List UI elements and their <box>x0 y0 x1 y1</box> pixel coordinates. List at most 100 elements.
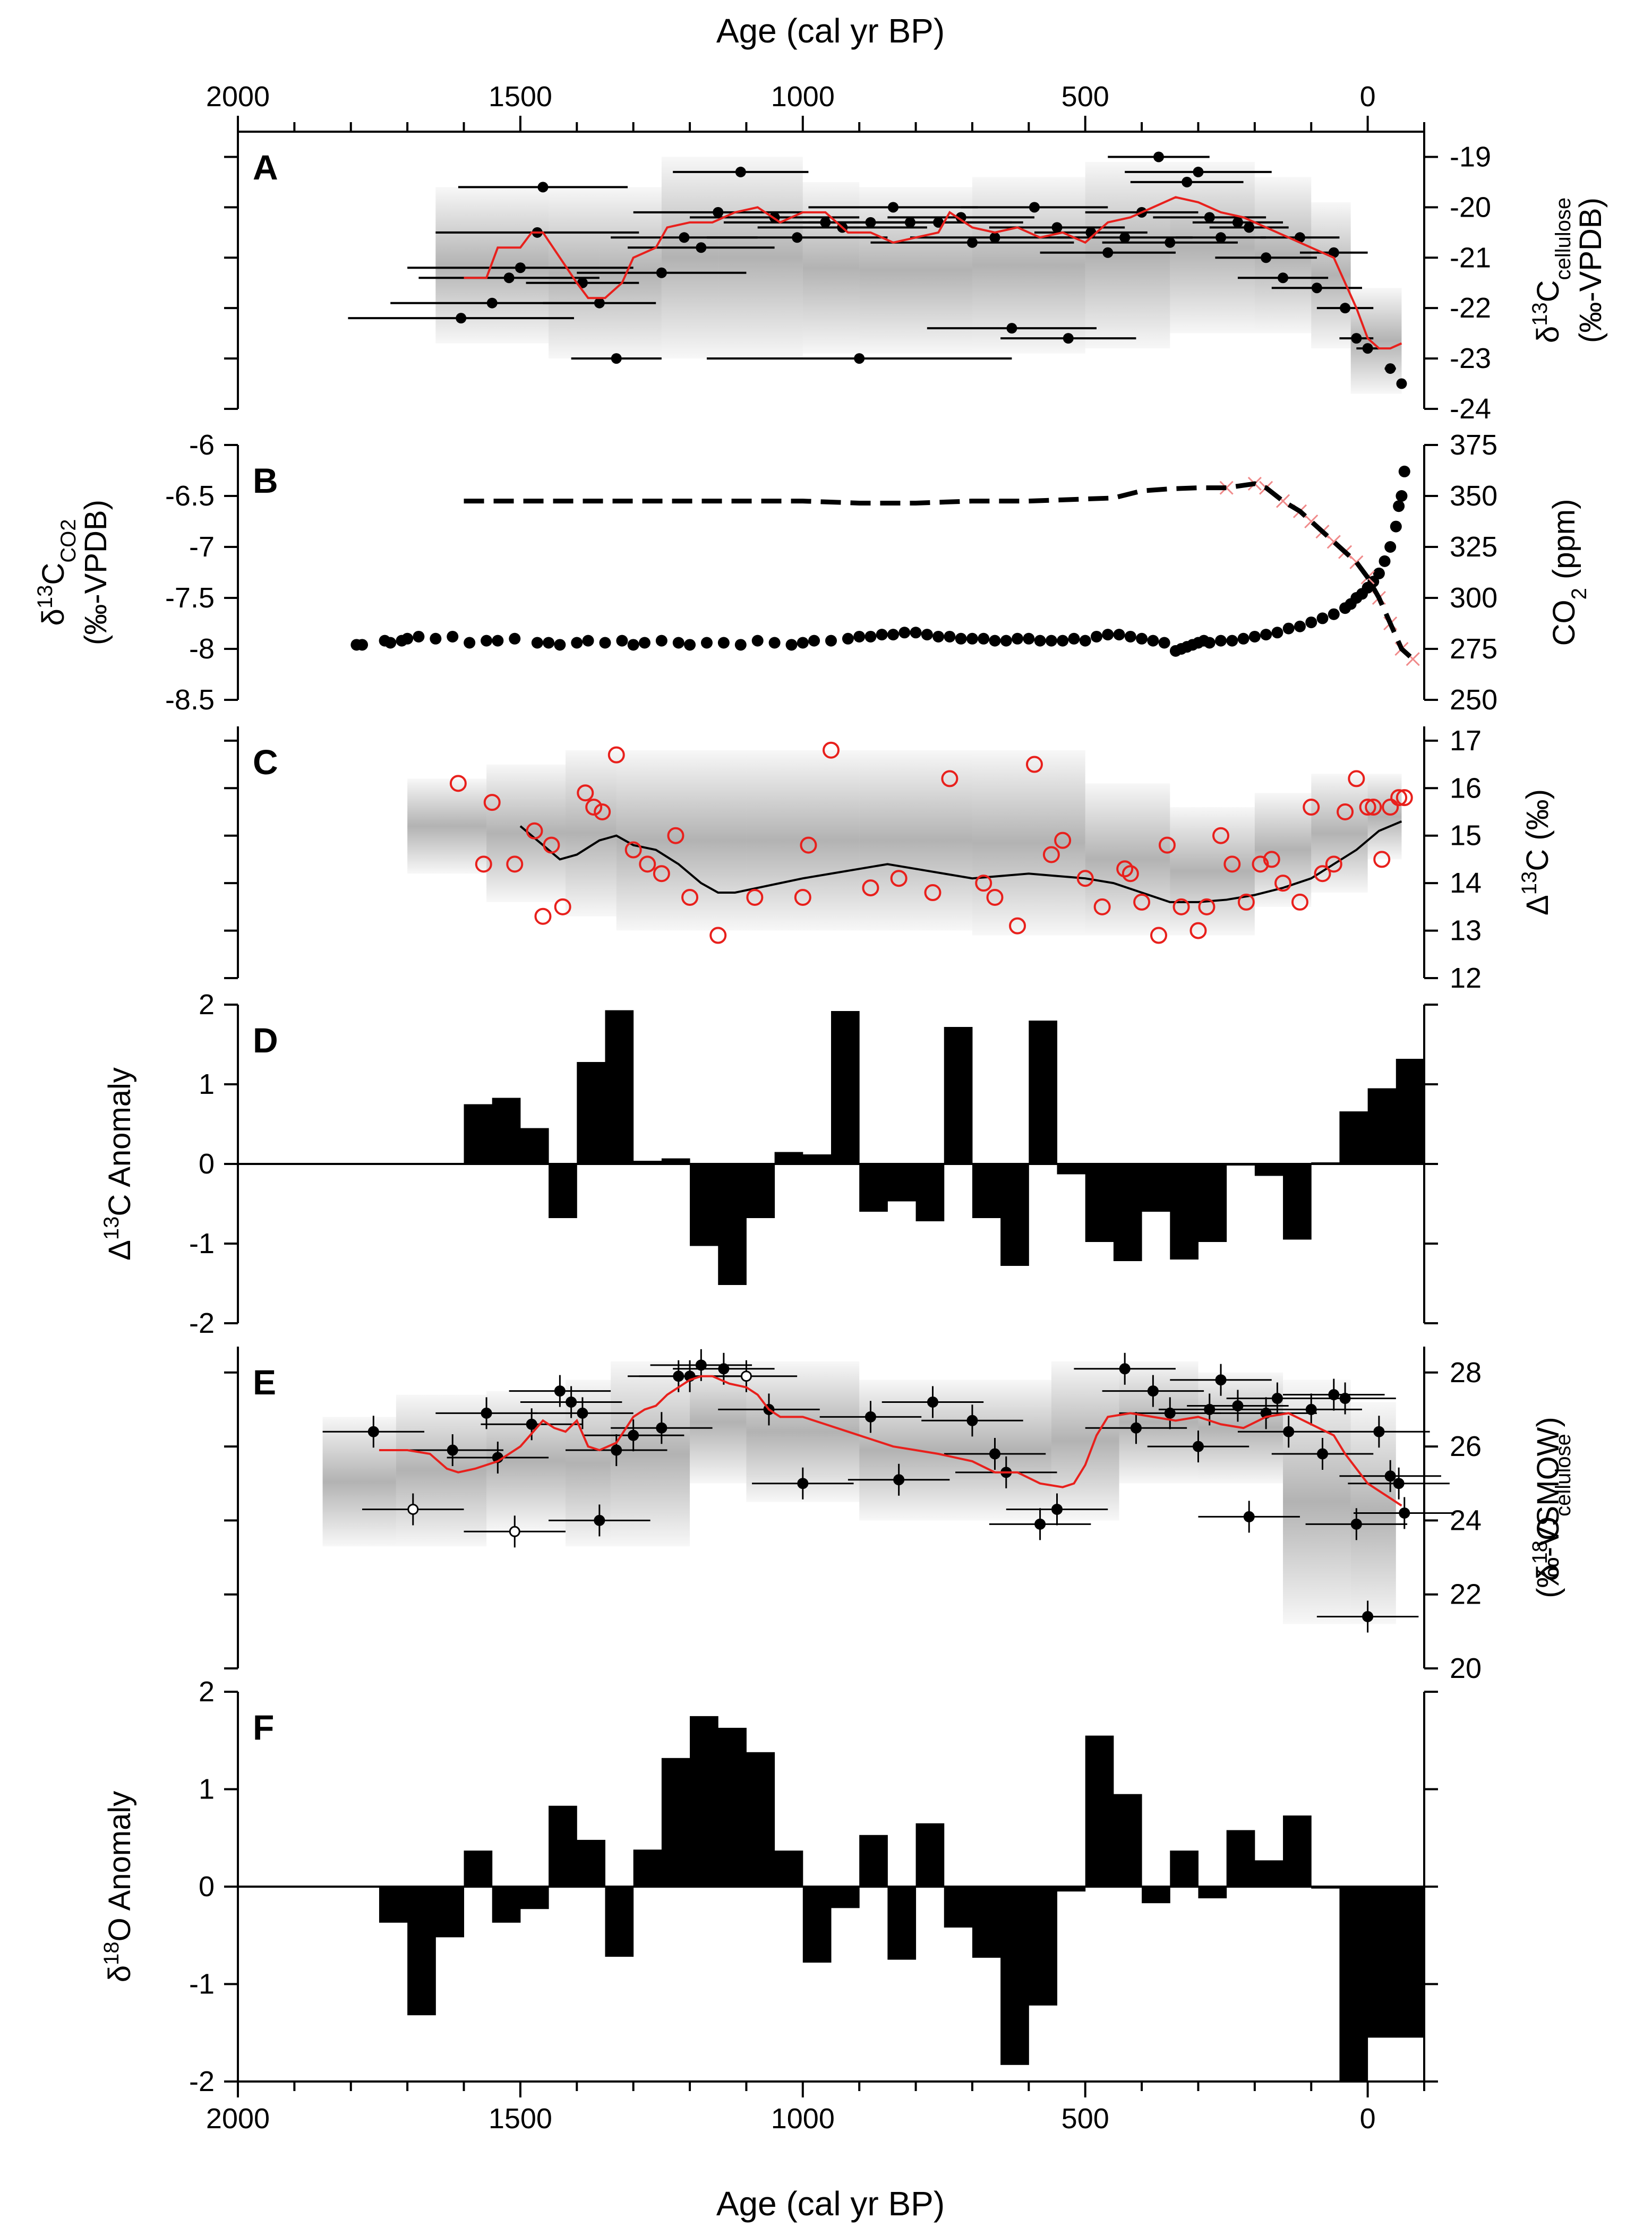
co2-point <box>616 635 628 647</box>
panels-layer: A -19-20-21-22-23-24δ13Ccellulose(‰-VPDB)… <box>33 132 1608 2097</box>
data-point <box>1382 799 1399 816</box>
co2-point <box>978 632 990 645</box>
co2-point <box>797 637 809 649</box>
bar <box>492 1887 521 1923</box>
data-point <box>1029 202 1040 213</box>
co2-point <box>1136 632 1148 645</box>
co2-point <box>481 635 493 647</box>
left-y-tick-label: -8 <box>189 633 215 665</box>
panel-letter-c: C <box>253 742 278 782</box>
bar <box>1057 1164 1086 1175</box>
co2-point <box>1373 567 1385 579</box>
bar <box>1000 1164 1029 1266</box>
right-y-tick-label: -24 <box>1450 393 1491 425</box>
data-point <box>1223 855 1241 873</box>
data-point <box>1193 166 1204 177</box>
co2-point <box>734 639 747 651</box>
data-point <box>1390 789 1408 807</box>
data-point <box>526 1418 537 1430</box>
co2-point <box>413 630 425 643</box>
data-point <box>537 182 549 193</box>
left-y-tick-label: 1 <box>199 1774 215 1805</box>
data-point <box>709 927 727 944</box>
co2-point <box>1023 632 1035 645</box>
data-point <box>577 1407 588 1419</box>
data-point <box>1396 378 1407 389</box>
right-y-tick-label: 17 <box>1450 725 1482 757</box>
probability-bands <box>435 157 1402 394</box>
panel-letter-a: A <box>253 148 278 187</box>
data-point <box>1303 799 1320 816</box>
bar <box>718 1727 747 1887</box>
y-axis-title: δ13Ccellulose <box>1528 198 1575 343</box>
top-x-axis: 2000 1500 1000 500 0 <box>206 81 1425 133</box>
probability-band <box>407 778 487 874</box>
bar <box>1029 1021 1058 1164</box>
data-point <box>1252 855 1269 873</box>
x-tick-label: 2000 <box>206 2103 270 2135</box>
data-point <box>1158 836 1176 854</box>
co2-point <box>384 637 397 649</box>
data-point <box>1325 855 1342 873</box>
probability-band <box>1170 161 1255 333</box>
delta13c-cross <box>1219 481 1234 495</box>
bar <box>915 1164 945 1221</box>
co2-point <box>825 635 837 647</box>
delta13c-line <box>464 481 1415 661</box>
bar <box>944 1887 973 1928</box>
x-tick-label: 2000 <box>206 81 270 113</box>
probability-band <box>322 1417 396 1547</box>
x-axes-layer: 2000 1500 1000 500 0 2000 1500 1000 500 0 <box>206 81 1425 2135</box>
data-point <box>1385 363 1396 374</box>
panel-c: C 12 13 14 15 16 17 Δ13C (‰) <box>224 725 1555 994</box>
data-point <box>966 1415 978 1426</box>
bar <box>577 1062 605 1164</box>
co2-point <box>684 639 696 651</box>
probability-band <box>972 177 1085 354</box>
co2-point <box>842 632 854 645</box>
co2-point <box>898 627 911 639</box>
delta13c-points <box>449 741 1413 944</box>
bar <box>1170 1851 1199 1887</box>
data-point <box>1243 1511 1255 1522</box>
bar <box>549 1164 577 1218</box>
co2-point <box>1045 635 1057 647</box>
data-point <box>800 836 817 854</box>
right-y-tick-label: -23 <box>1450 342 1491 374</box>
left-y-tick-label: 0 <box>199 1871 215 1903</box>
data-point <box>696 242 707 253</box>
data-point <box>1373 1426 1385 1437</box>
bar <box>464 1104 493 1164</box>
co2-point <box>447 630 459 643</box>
x-tick-label: 1000 <box>771 81 835 113</box>
bar <box>1396 1887 1425 2038</box>
left-y-tick-label: -6 <box>189 429 215 461</box>
co2-point <box>1226 635 1238 647</box>
data-point <box>1337 803 1354 820</box>
data-point <box>1359 799 1376 816</box>
data-point <box>653 865 670 883</box>
probability-band <box>690 750 747 931</box>
co2-point <box>1203 637 1216 649</box>
data-point <box>1164 1407 1176 1419</box>
data-point <box>1076 870 1094 887</box>
co2-point <box>853 630 866 643</box>
right-y-tick-label: 28 <box>1450 1357 1482 1389</box>
co2-point <box>1248 630 1261 643</box>
data-point <box>695 1359 707 1371</box>
bar <box>1142 1164 1170 1212</box>
x-tick-label: 0 <box>1360 81 1376 113</box>
data-point <box>989 1448 1001 1460</box>
probability-band <box>718 157 803 359</box>
data-point <box>611 353 622 364</box>
panel-a: A -19 -20 -21 -22 -23 -24 δ13Ccellulose(‰-VPDB) <box>224 132 1608 425</box>
data-point <box>735 166 746 177</box>
bar <box>1198 1887 1227 1899</box>
bar <box>690 1716 718 1887</box>
data-point <box>893 1474 905 1486</box>
probability-band <box>1119 1361 1199 1484</box>
top-x-axis-title: Age (cal yr BP) <box>716 12 945 50</box>
data-point <box>1172 898 1190 915</box>
probability-band <box>1367 774 1402 860</box>
x-tick-label: 500 <box>1062 2103 1109 2135</box>
